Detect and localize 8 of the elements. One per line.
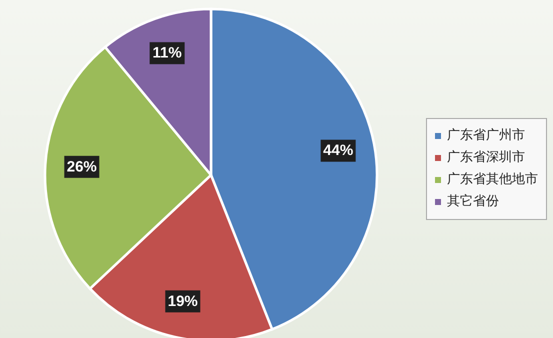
slice-label: 广东省广州市 [447,127,525,145]
legend-label: 其它省份 [447,193,499,211]
data-label: 11% [152,44,182,62]
legend-label: 广东省其他地市 [447,171,538,189]
data-label: 26% [66,158,97,176]
data-label: 19% [168,292,198,310]
legend-label: 广东省深圳市 [447,149,525,167]
data-label: 44% [323,142,354,160]
